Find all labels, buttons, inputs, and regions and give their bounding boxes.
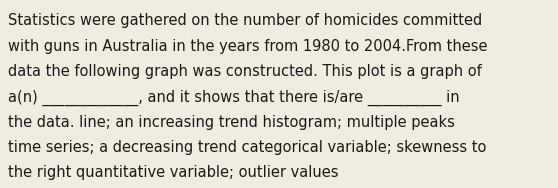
Text: with guns in Australia in the years from 1980 to 2004.From these: with guns in Australia in the years from… — [8, 39, 488, 54]
Text: the data. line; an increasing trend histogram; multiple peaks: the data. line; an increasing trend hist… — [8, 115, 455, 130]
Text: the right quantitative variable; outlier values: the right quantitative variable; outlier… — [8, 165, 339, 180]
Text: data the following graph was constructed. This plot is a graph of: data the following graph was constructed… — [8, 64, 482, 79]
Text: time series; a decreasing trend categorical variable; skewness to: time series; a decreasing trend categori… — [8, 140, 487, 155]
Text: Statistics were gathered on the number of homicides committed: Statistics were gathered on the number o… — [8, 13, 483, 28]
Text: a(n) _____________, and it shows that there is/are __________ in: a(n) _____________, and it shows that th… — [8, 89, 460, 105]
